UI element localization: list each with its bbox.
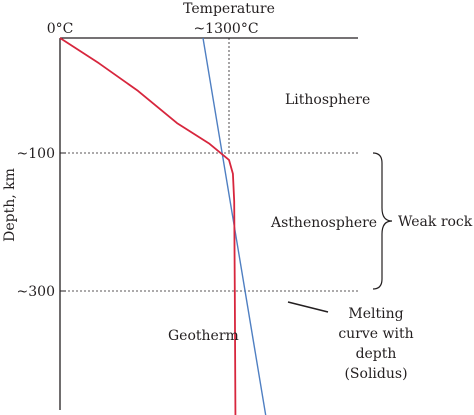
weak-rock-brace [372, 152, 393, 290]
y-tick-label-100: ~100 [17, 146, 55, 162]
geotherm-label: Geotherm [168, 328, 239, 344]
solidus-label-line-4: (Solidus) [344, 366, 407, 382]
solidus-callout-line [287, 301, 329, 313]
solidus-line [202, 37, 267, 415]
x-axis-title: Temperature [183, 1, 275, 17]
geotherm-line [59, 37, 237, 415]
x-tick-label-0: 0°C [47, 21, 74, 37]
weak-rock-label: Weak rock [398, 214, 473, 230]
asthenosphere-label: Asthenosphere [270, 215, 377, 231]
solidus-label-line-1: Melting [348, 306, 403, 322]
y-axis-title: Depth, km [2, 168, 18, 242]
y-tick-label-300: ~300 [17, 284, 55, 300]
solidus-label-line-2: curve with [338, 326, 413, 342]
x-tick-label-1300: ~1300°C [193, 21, 258, 37]
lithosphere-label: Lithosphere [285, 92, 370, 108]
solidus-label-line-3: depth [356, 346, 397, 362]
